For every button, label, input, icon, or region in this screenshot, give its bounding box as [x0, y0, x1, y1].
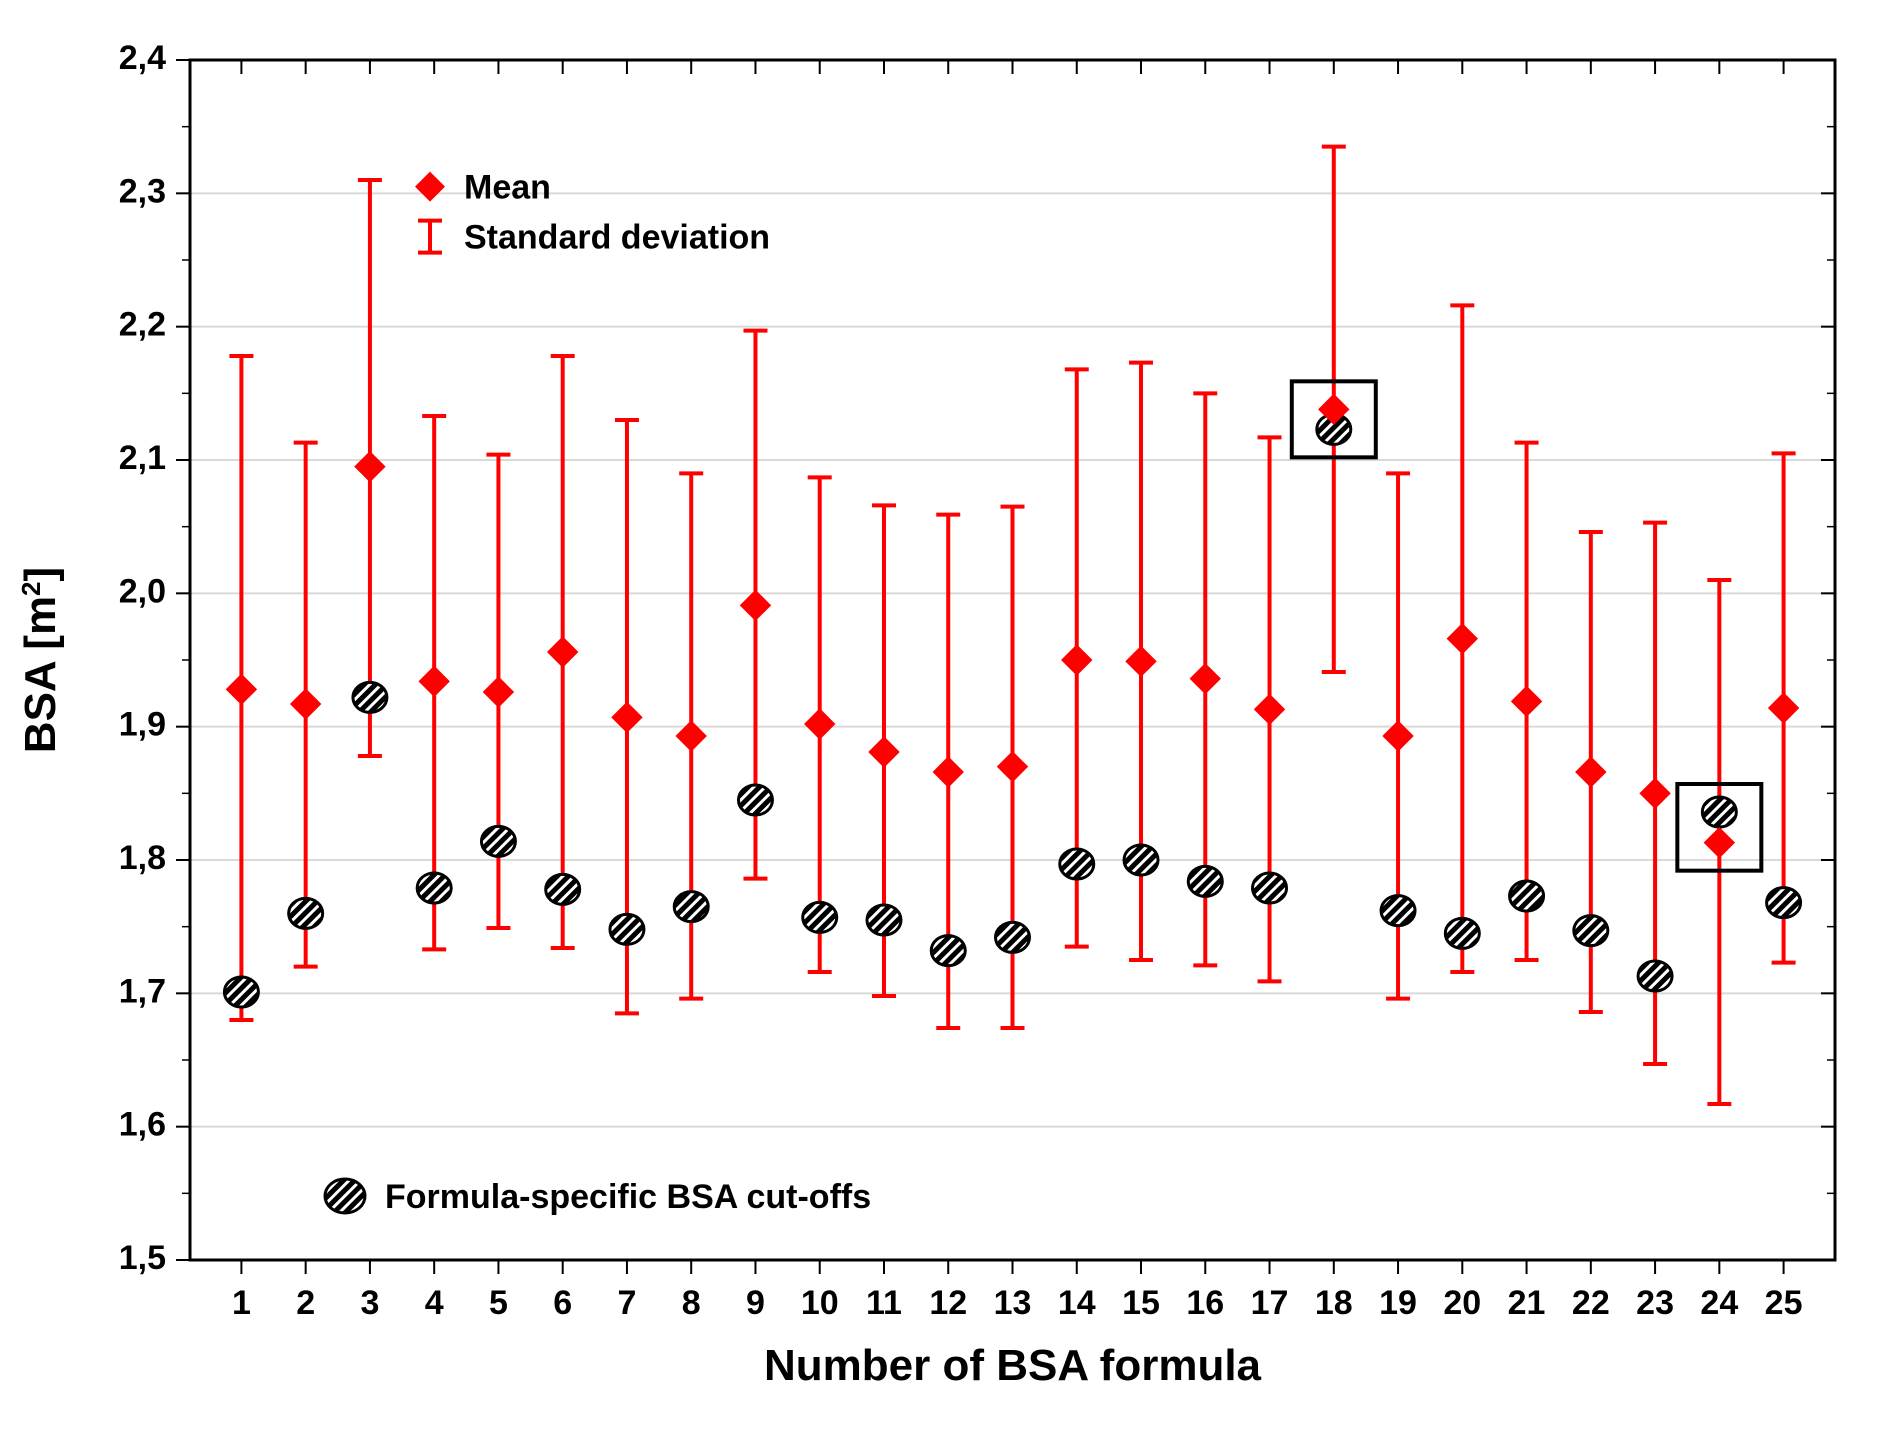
cutoff-marker	[1253, 873, 1287, 903]
x-tick-label: 16	[1186, 1284, 1224, 1322]
cutoff-marker	[546, 874, 580, 904]
cutoff-marker	[738, 785, 772, 815]
x-tick-label: 9	[746, 1284, 765, 1322]
cutoff-marker	[1060, 849, 1094, 879]
x-tick-label: 4	[425, 1284, 444, 1322]
mean-marker	[1576, 757, 1606, 787]
y-tick-label: 2,3	[119, 172, 166, 210]
x-tick-label: 24	[1700, 1284, 1738, 1322]
x-tick-label: 19	[1379, 1284, 1417, 1322]
cutoff-marker	[610, 914, 644, 944]
mean-marker	[933, 757, 963, 787]
mean-marker	[1126, 646, 1156, 676]
x-tick-label: 2	[296, 1284, 315, 1322]
cutoff-marker	[867, 905, 901, 935]
mean-marker	[676, 721, 706, 751]
mean-marker	[805, 709, 835, 739]
mean-marker	[998, 752, 1028, 782]
x-tick-label: 22	[1572, 1284, 1610, 1322]
error-bars	[229, 147, 1795, 1104]
x-tick-label: 10	[801, 1284, 839, 1322]
y-tick-label: 2,2	[119, 306, 166, 344]
axes: 1234567891011121314151617181920212223242…	[16, 39, 1835, 1390]
x-axis-title: Number of BSA formula	[764, 1341, 1262, 1390]
y-tick-label: 2,0	[119, 572, 166, 610]
legend-cutoff-icon	[325, 1179, 365, 1213]
x-tick-label: 25	[1765, 1284, 1803, 1322]
x-tick-label: 23	[1636, 1284, 1674, 1322]
bsa-chart: 1234567891011121314151617181920212223242…	[0, 0, 1893, 1451]
x-tick-label: 1	[232, 1284, 251, 1322]
legend-mean-label: Mean	[464, 169, 551, 207]
cutoff-marker	[1510, 881, 1544, 911]
cutoff-marker	[1381, 896, 1415, 926]
y-tick-label: 2,1	[119, 439, 166, 477]
cutoff-marker	[803, 902, 837, 932]
y-tick-label: 1,7	[119, 972, 166, 1010]
cutoff-marker	[1767, 888, 1801, 918]
cutoff-marker	[481, 826, 515, 856]
cutoff-marker	[1445, 918, 1479, 948]
x-tick-label: 7	[617, 1284, 636, 1322]
mean-marker	[1640, 778, 1670, 808]
x-tick-label: 14	[1058, 1284, 1096, 1322]
y-axis-title: BSA [m2]	[16, 567, 65, 753]
cutoff-marker	[674, 892, 708, 922]
mean-marker	[548, 637, 578, 667]
mean-marker	[740, 590, 770, 620]
mean-marker	[1512, 686, 1542, 716]
cutoff-marker	[1702, 797, 1736, 827]
mean-marker	[1190, 664, 1220, 694]
cutoff-marker	[1188, 866, 1222, 896]
cutoff-marker	[931, 936, 965, 966]
x-tick-label: 13	[994, 1284, 1032, 1322]
cutoff-marker	[1574, 916, 1608, 946]
mean-marker	[226, 674, 256, 704]
y-tick-label: 1,6	[119, 1106, 166, 1144]
legend-sd-label: Standard deviation	[464, 219, 770, 257]
x-tick-label: 15	[1122, 1284, 1160, 1322]
x-tick-label: 6	[553, 1284, 572, 1322]
legend-mean-icon	[415, 172, 445, 202]
x-tick-label: 5	[489, 1284, 508, 1322]
x-tick-label: 8	[682, 1284, 701, 1322]
cutoff-marker	[996, 922, 1030, 952]
y-tick-label: 1,5	[119, 1239, 166, 1277]
x-tick-label: 21	[1508, 1284, 1546, 1322]
x-tick-label: 12	[929, 1284, 967, 1322]
mean-marker	[419, 666, 449, 696]
mean-marker	[291, 689, 321, 719]
cutoff-marker	[417, 873, 451, 903]
mean-marker	[1704, 828, 1734, 858]
mean-marker	[1062, 645, 1092, 675]
mean-marker	[1769, 693, 1799, 723]
legend-cutoff-label: Formula-specific BSA cut-offs	[385, 1178, 871, 1216]
mean-marker	[1255, 694, 1285, 724]
mean-marker	[483, 677, 513, 707]
y-tick-label: 1,8	[119, 839, 166, 877]
x-tick-label: 17	[1251, 1284, 1289, 1322]
cutoff-marker	[224, 977, 258, 1007]
mean-marker	[869, 737, 899, 767]
cutoff-marker	[1638, 961, 1672, 991]
y-tick-label: 2,4	[119, 39, 166, 77]
mean-marker	[1447, 624, 1477, 654]
x-tick-label: 18	[1315, 1284, 1353, 1322]
x-tick-label: 11	[866, 1284, 902, 1322]
x-tick-label: 20	[1443, 1284, 1481, 1322]
mean-marker	[355, 452, 385, 482]
cutoff-marker	[353, 682, 387, 712]
mean-marker	[612, 702, 642, 732]
y-tick-label: 1,9	[119, 706, 166, 744]
cutoff-marker	[1124, 845, 1158, 875]
mean-marker	[1383, 721, 1413, 751]
x-tick-label: 3	[360, 1284, 379, 1322]
cutoff-marker	[289, 898, 323, 928]
